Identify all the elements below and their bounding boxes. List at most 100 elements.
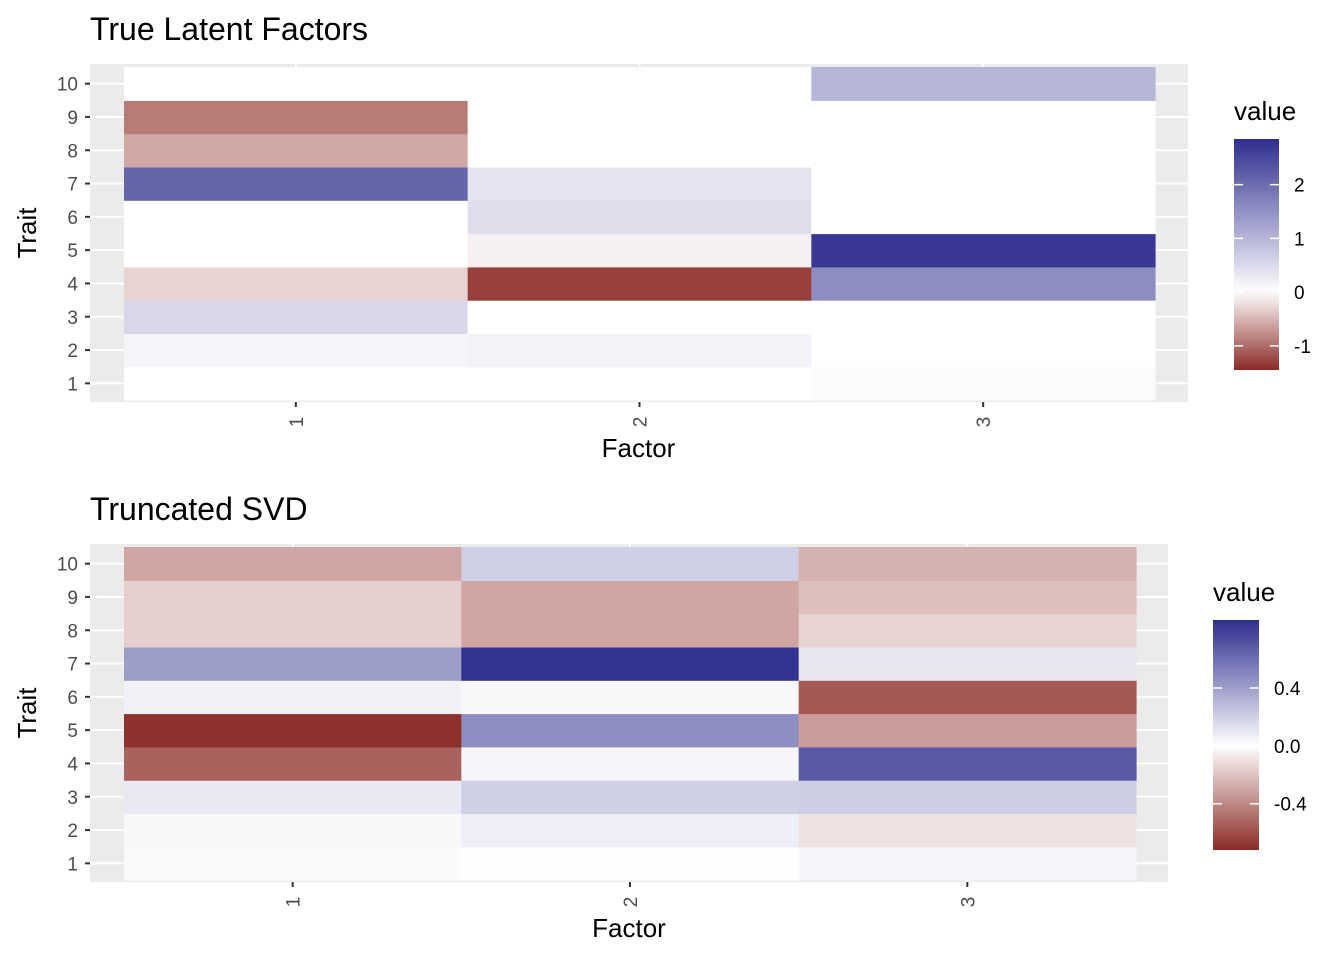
y-axis-label: Trait — [12, 207, 42, 259]
y-tick-label: 10 — [57, 555, 78, 576]
heat-tile — [798, 846, 1137, 881]
heat-tile — [461, 646, 800, 681]
heat-tile — [461, 580, 800, 615]
legend: value -0.4 0.0 0.4 — [1213, 577, 1307, 850]
heat-tile — [461, 746, 800, 781]
heat-tile — [124, 200, 469, 235]
heat-tile — [124, 547, 462, 581]
heat-tile — [467, 266, 812, 301]
legend-colorbar — [1213, 620, 1259, 850]
y-tick-label: 1 — [67, 374, 78, 395]
heat-tile — [124, 300, 469, 334]
heat-tile — [467, 166, 812, 201]
y-tick-label: 9 — [67, 108, 78, 129]
chart-title: True Latent Factors — [90, 11, 368, 47]
chart-title: Truncated SVD — [90, 491, 308, 527]
heat-tile — [461, 846, 800, 881]
heat-tile — [124, 646, 462, 681]
heat-tile — [124, 813, 462, 848]
heat-tile — [124, 746, 462, 781]
y-tick-label: 6 — [67, 688, 78, 709]
heat-tile — [467, 200, 812, 235]
heat-tile — [811, 133, 1156, 168]
heat-tile — [124, 100, 469, 135]
heat-tile — [798, 813, 1137, 848]
y-tick-label: 10 — [57, 75, 78, 96]
legend-title: value — [1234, 96, 1296, 126]
y-axis-label: Trait — [12, 687, 42, 739]
heat-tile — [811, 333, 1156, 368]
heat-tile — [811, 200, 1156, 235]
legend-tick-label: 0.4 — [1274, 679, 1301, 700]
heat-tile — [798, 646, 1137, 681]
heat-tile — [124, 613, 462, 648]
heat-tile — [124, 166, 469, 201]
x-tick-label: 2 — [621, 897, 642, 908]
heat-tile — [124, 580, 462, 615]
heat-tile — [124, 233, 469, 268]
heat-tile — [461, 780, 800, 814]
y-tick-label: 7 — [67, 655, 78, 676]
heat-tile — [811, 100, 1156, 135]
y-tick-label: 5 — [67, 721, 78, 742]
x-tick-label: 1 — [287, 417, 308, 428]
x-tick-label: 2 — [631, 417, 652, 428]
heat-tile — [798, 613, 1137, 648]
heat-tile — [124, 67, 469, 101]
legend-title: value — [1213, 577, 1275, 607]
heat-tile — [467, 233, 812, 268]
heat-tile — [798, 580, 1137, 615]
heat-tile — [811, 233, 1156, 268]
legend-tick-label: 1 — [1294, 229, 1305, 250]
heat-tile — [461, 547, 800, 581]
heat-tile — [467, 133, 812, 168]
x-tick-label: 3 — [958, 897, 979, 908]
y-tick-label: 4 — [67, 274, 78, 295]
legend: value -1 0 1 2 — [1234, 96, 1311, 370]
legend-tick-label: 2 — [1294, 176, 1305, 197]
heat-tile — [798, 547, 1137, 581]
heat-tile — [124, 333, 469, 368]
heat-tile — [798, 680, 1137, 715]
y-tick-label: 3 — [67, 788, 78, 809]
heat-tile — [811, 67, 1156, 101]
y-tick-label: 8 — [67, 141, 78, 162]
heat-tile — [811, 300, 1156, 334]
y-tick-label: 3 — [67, 308, 78, 329]
y-tick-label: 8 — [67, 621, 78, 642]
x-tick-label: 3 — [974, 417, 995, 428]
heat-tile — [798, 780, 1137, 814]
heat-tile — [811, 166, 1156, 201]
heat-tile — [124, 846, 462, 881]
heat-tile — [461, 613, 800, 648]
heat-tile — [467, 100, 812, 135]
heat-tile — [798, 746, 1137, 781]
x-tick-label: 1 — [284, 897, 305, 908]
heat-tile — [461, 713, 800, 748]
x-axis-label: Factor — [602, 433, 676, 463]
y-tick-label: 7 — [67, 175, 78, 196]
chart-bottom: Truncated SVD 1 2 3 4 5 6 7 8 9 10 1 2 3 Factor Trait va… — [12, 491, 1307, 943]
legend-tick-label: 0.0 — [1274, 737, 1300, 758]
heat-tile — [124, 680, 462, 715]
y-tick-label: 4 — [67, 754, 78, 775]
heat-tile — [124, 366, 469, 401]
heat-tile — [811, 366, 1156, 401]
legend-tick-label: 0 — [1294, 283, 1305, 304]
y-tick-label: 2 — [67, 341, 78, 362]
legend-tick-label: -1 — [1294, 337, 1311, 358]
y-tick-label: 2 — [67, 821, 78, 842]
y-tick-label: 5 — [67, 241, 78, 262]
heat-tile — [461, 813, 800, 848]
legend-tick-label: -0.4 — [1274, 795, 1307, 816]
legend-colorbar — [1234, 139, 1279, 370]
y-tick-label: 9 — [67, 588, 78, 609]
y-tick-label: 6 — [67, 208, 78, 229]
heat-tile — [124, 133, 469, 168]
heat-tile — [467, 366, 812, 401]
y-tick-label: 1 — [67, 854, 78, 875]
heat-tile — [124, 266, 469, 301]
